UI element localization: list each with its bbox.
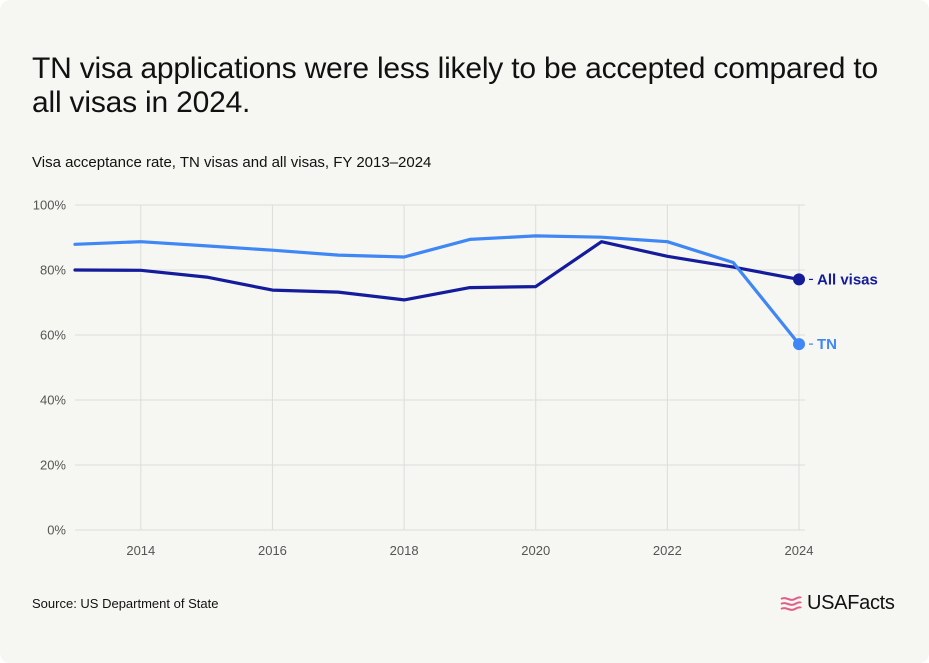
x-tick-label: 2022 bbox=[653, 543, 682, 558]
series-label-1: TN bbox=[817, 336, 837, 353]
series-end-marker-1 bbox=[793, 338, 805, 351]
usafacts-flag-icon bbox=[780, 595, 802, 611]
y-tick-label: 80% bbox=[40, 263, 66, 278]
y-tick-label: 60% bbox=[40, 328, 66, 343]
y-tick-label: 100% bbox=[33, 198, 67, 213]
x-tick-label: 2016 bbox=[258, 543, 287, 558]
x-tick-label: 2018 bbox=[390, 543, 419, 558]
series-line-0 bbox=[73, 240, 801, 302]
x-tick-label: 2024 bbox=[785, 543, 814, 558]
series-label-0: All visas bbox=[817, 271, 878, 288]
series-lines bbox=[73, 234, 805, 351]
x-tick-label: 2020 bbox=[521, 543, 550, 558]
x-tick-label: 2014 bbox=[126, 543, 155, 558]
source-note: Source: US Department of State bbox=[32, 596, 219, 611]
line-chart: 0% 20% 40% 60% 80% 100% 2014 2016 2018 2020 2022 20… bbox=[33, 198, 878, 559]
chart-title: TN visa applications were less likely to… bbox=[32, 52, 878, 119]
brand-name: USAFacts bbox=[807, 592, 895, 614]
y-tick-label: 0% bbox=[47, 523, 66, 538]
series-end-marker-0 bbox=[793, 273, 805, 286]
series-labels: All visas TN bbox=[809, 271, 878, 353]
brand-logo[interactable]: USAFacts bbox=[779, 592, 895, 615]
y-tick-label: 20% bbox=[40, 458, 66, 473]
chart-subtitle: Visa acceptance rate, TN visas and all v… bbox=[32, 154, 432, 171]
y-tick-label: 40% bbox=[40, 393, 66, 408]
series-line-1 bbox=[73, 234, 801, 346]
grid: 0% 20% 40% 60% 80% 100% 2014 2016 2018 2020 2022 20… bbox=[33, 198, 814, 559]
